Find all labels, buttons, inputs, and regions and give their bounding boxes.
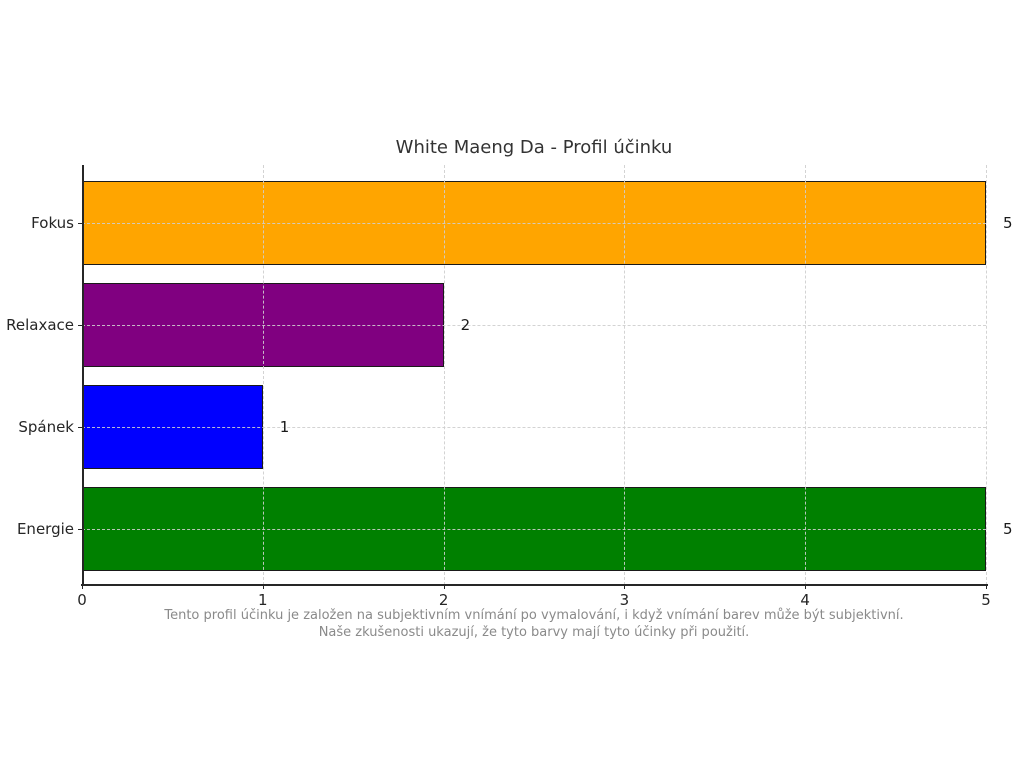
- value-label-spanek: 1: [279, 418, 290, 437]
- x-tick-label: 5: [981, 591, 991, 609]
- x-tick-label: 0: [77, 591, 87, 609]
- x-tick-label: 2: [438, 591, 449, 609]
- x-tick-label: 4: [800, 591, 810, 609]
- gridline-vertical: [986, 165, 987, 585]
- y-tick-label-spanek: Spánek: [18, 418, 74, 437]
- gridline-horizontal: [82, 427, 986, 429]
- gridline-horizontal: [82, 324, 986, 326]
- x-tick-label: 1: [258, 591, 268, 609]
- x-tick-mark: [986, 585, 987, 589]
- caption-line-1: Tento profil účinku je založen na subjek…: [164, 608, 904, 623]
- y-tick-mark: [78, 529, 82, 531]
- x-tick-label: 3: [619, 591, 630, 609]
- value-label-relaxace: 2: [460, 315, 471, 334]
- x-tick-mark: [262, 585, 264, 589]
- y-tick-mark: [78, 222, 82, 224]
- value-label-energie: 5: [1003, 520, 1013, 539]
- y-tick-mark: [78, 324, 82, 326]
- x-tick-mark: [805, 585, 807, 589]
- chart-title: White Maeng Da - Profil účinku: [395, 137, 673, 158]
- gridline-horizontal: [82, 529, 986, 531]
- y-axis-spine: [82, 165, 84, 585]
- gridline-vertical: [624, 165, 626, 585]
- gridline-vertical: [443, 165, 445, 585]
- x-tick-mark: [443, 585, 445, 589]
- caption-line-2: Naše zkušenosti ukazují, že tyto barvy m…: [318, 625, 750, 640]
- y-tick-mark: [78, 427, 82, 429]
- gridline-horizontal: [82, 222, 986, 224]
- gridline-vertical: [805, 165, 807, 585]
- x-axis-spine: [81, 584, 988, 586]
- x-tick-mark: [82, 585, 83, 589]
- y-tick-label-relaxace: Relaxace: [6, 315, 74, 334]
- x-tick-mark: [624, 585, 626, 589]
- value-label-fokus: 5: [1003, 213, 1013, 232]
- gridline-vertical: [262, 165, 264, 585]
- y-tick-label-energie: Energie: [16, 520, 74, 539]
- y-tick-label-fokus: Fokus: [31, 213, 74, 232]
